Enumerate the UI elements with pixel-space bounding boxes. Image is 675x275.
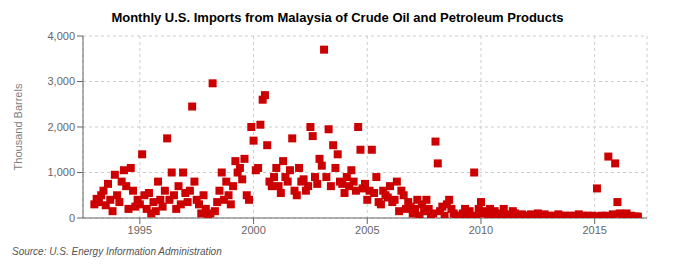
svg-text:2,000: 2,000 (47, 121, 75, 133)
html-text:Source: U.S. Energy Informatio: Source: U.S. Energy Information Administ… (12, 246, 222, 257)
svg-text:1995: 1995 (128, 224, 152, 236)
svg-text:3,000: 3,000 (47, 75, 75, 87)
svg-text:2015: 2015 (582, 224, 606, 236)
svg-text:4,000: 4,000 (47, 30, 75, 42)
svg-text:2000: 2000 (241, 224, 265, 236)
svg-text:1,000: 1,000 (47, 166, 75, 178)
svg-text:2005: 2005 (355, 224, 379, 236)
svg-text:0: 0 (69, 212, 75, 224)
svg-text:Thousand Barrels: Thousand Barrels (12, 83, 24, 170)
html-text:Monthly U.S. Imports from Mala: Monthly U.S. Imports from Malaysia of Cr… (111, 10, 564, 25)
svg-text:2010: 2010 (469, 224, 493, 236)
